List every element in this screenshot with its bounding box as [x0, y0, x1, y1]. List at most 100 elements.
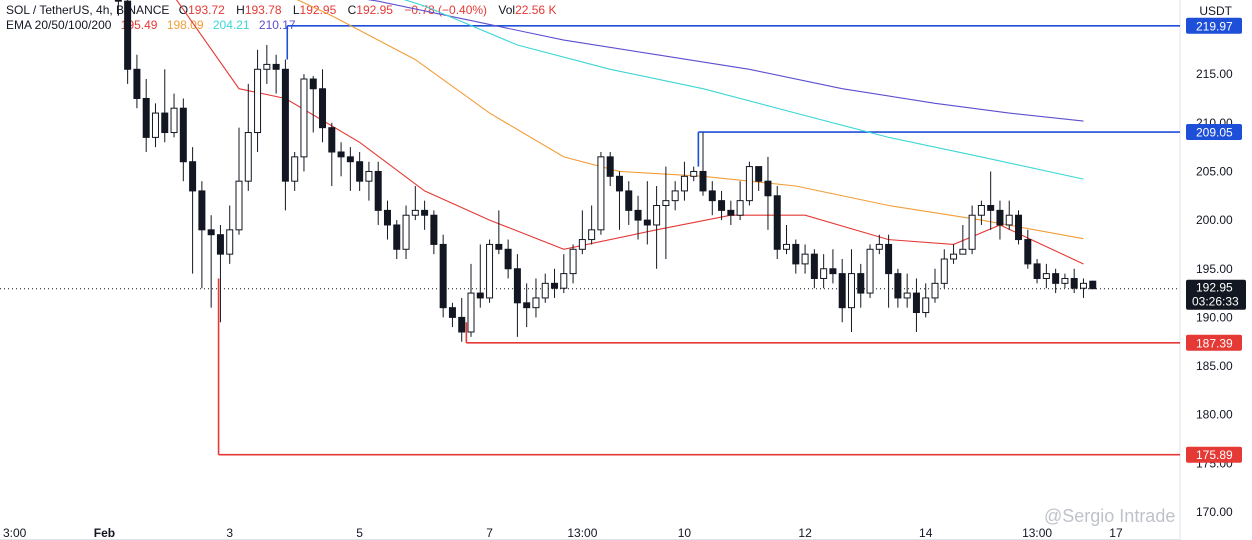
candle-body	[847, 273, 855, 309]
candle-body	[912, 292, 920, 314]
candle-body	[1033, 263, 1041, 279]
candle	[745, 161, 753, 206]
price-tag-175.89	[1186, 446, 1242, 463]
candle-body	[588, 229, 596, 241]
watermark-text: @Sergio Intrade	[1044, 506, 1176, 526]
candle	[189, 147, 197, 274]
candle-body	[792, 243, 800, 265]
candle	[365, 161, 373, 201]
candle-body	[226, 229, 234, 255]
candle-body	[383, 209, 391, 226]
candle	[875, 234, 883, 255]
candle-body	[551, 282, 559, 289]
candle	[1015, 210, 1023, 245]
candle	[588, 205, 596, 245]
candle-body	[671, 190, 679, 202]
candle-body	[838, 273, 846, 309]
candle-body	[272, 63, 280, 70]
candle-body	[894, 273, 902, 299]
candle	[764, 156, 772, 230]
x-tick-label: Feb	[94, 526, 115, 540]
candle-body	[207, 229, 215, 236]
candle-body	[523, 302, 531, 309]
price-tag-label: 219.97	[1196, 19, 1233, 33]
candle	[940, 249, 948, 289]
y-tick-label: 170.00	[1196, 505, 1233, 519]
candle-body	[458, 316, 466, 333]
candle	[523, 283, 531, 328]
candle	[495, 210, 503, 255]
candle	[792, 239, 800, 274]
candle	[987, 171, 995, 230]
candle	[838, 259, 846, 323]
candle-body	[411, 209, 419, 216]
candle-body	[829, 268, 837, 275]
candle-body	[170, 107, 178, 134]
candle	[476, 244, 484, 308]
open-value: 193.72	[188, 3, 225, 17]
candle	[254, 49, 262, 152]
ema50-value: 198.09	[166, 18, 204, 32]
candle	[597, 151, 605, 235]
current-price-label: 192.95	[1196, 281, 1233, 295]
candle-body	[578, 239, 586, 250]
candle	[281, 59, 289, 211]
candle-body	[495, 243, 503, 250]
candle	[374, 161, 382, 225]
candle	[662, 166, 670, 260]
candle-body	[114, 0, 122, 2]
candle	[829, 249, 837, 284]
candle	[235, 127, 243, 235]
candle-body	[773, 195, 781, 250]
candle-body	[1042, 273, 1050, 279]
candle	[615, 171, 623, 230]
candle-body	[783, 243, 791, 250]
candle	[653, 186, 661, 269]
current-price-tag	[1186, 279, 1246, 310]
candle	[198, 181, 206, 289]
ema200-line	[367, 0, 1084, 122]
candle-body	[365, 170, 373, 182]
candle-body	[634, 209, 642, 221]
candle-body	[1005, 214, 1013, 226]
candle	[643, 181, 651, 245]
candle	[866, 244, 874, 298]
candle	[634, 195, 642, 240]
candle-body	[532, 297, 540, 309]
candle-body	[337, 151, 345, 158]
candle	[606, 151, 614, 187]
candle	[810, 249, 818, 289]
candle-body	[1079, 282, 1087, 289]
candle-body	[569, 248, 577, 275]
y-tick-label: 185.00	[1196, 359, 1233, 373]
candle	[783, 224, 791, 255]
y-tick-label: 215.00	[1196, 67, 1233, 81]
candle-body	[421, 209, 429, 216]
candle	[328, 122, 336, 187]
candle	[857, 263, 865, 308]
y-tick-label: 195.00	[1196, 262, 1233, 276]
candle-body	[198, 190, 206, 231]
candle	[977, 200, 985, 225]
watermark: @Sergio Intrade	[1044, 506, 1175, 527]
candle-body	[467, 292, 475, 333]
candle	[1089, 280, 1097, 290]
candle-body	[291, 156, 299, 182]
candle-body	[885, 243, 893, 275]
candle	[133, 54, 141, 109]
candle	[383, 200, 391, 240]
candle	[569, 244, 577, 284]
candle-body	[300, 78, 308, 158]
candle	[272, 54, 280, 94]
candle	[959, 224, 967, 255]
candle	[439, 234, 447, 318]
candle-body	[708, 190, 716, 202]
candle-body	[606, 156, 614, 177]
candle	[151, 103, 159, 148]
y-tick-label: 180.00	[1196, 408, 1233, 422]
candle-body	[560, 273, 568, 289]
price-tag-219.97	[1186, 17, 1242, 34]
currency-unit: USDT	[1199, 4, 1232, 18]
candle-body	[281, 68, 289, 182]
